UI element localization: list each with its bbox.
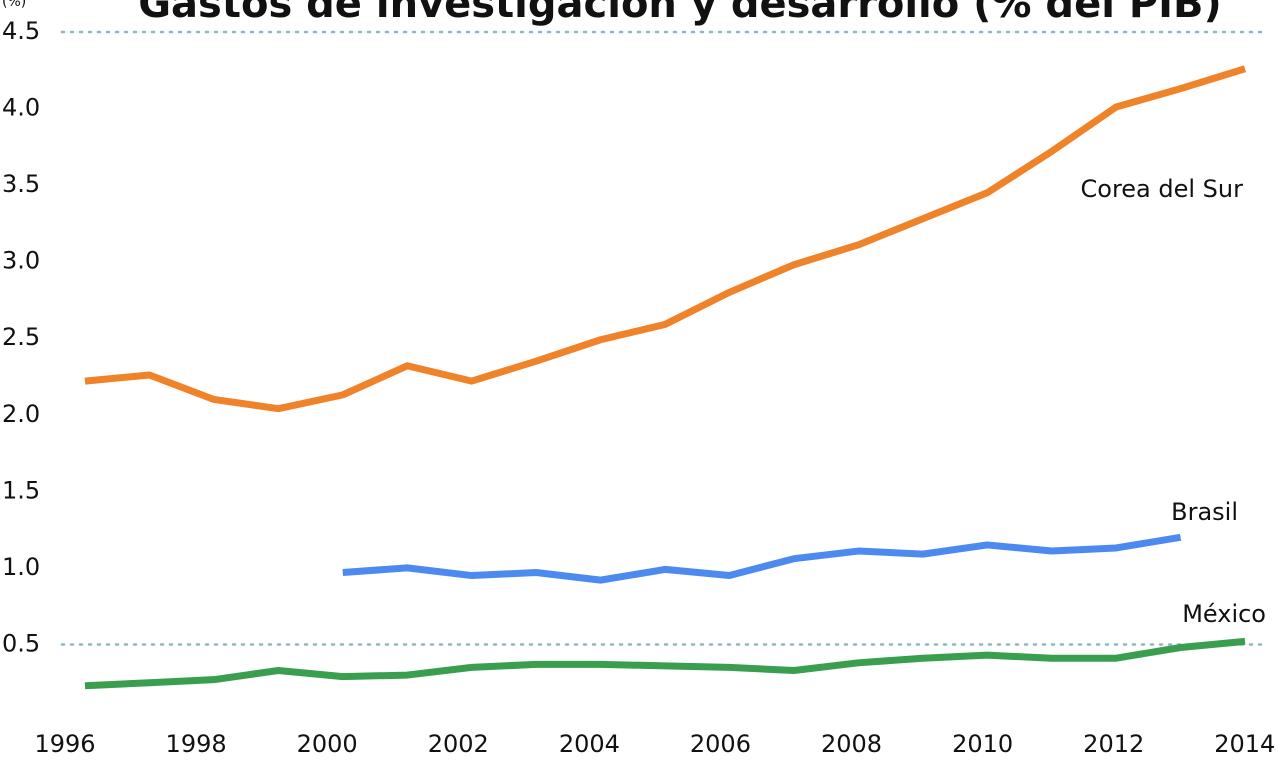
series-line: [84, 65, 1247, 413]
x-tick-label: 1998: [166, 730, 227, 758]
series-label: México: [1182, 600, 1266, 628]
y-tick-label: 3.0: [2, 247, 40, 275]
x-tick-label: 2006: [690, 730, 751, 758]
y-tick-label: 0.5: [2, 629, 40, 657]
y-tick-label: 4.0: [2, 94, 40, 122]
x-tick-label: 2014: [1214, 730, 1275, 758]
y-tick-label: 2.0: [2, 400, 40, 428]
y-tick-label: 4.5: [2, 17, 40, 45]
series-line: [84, 637, 1246, 690]
y-tick-label: 2.5: [2, 323, 40, 351]
y-tick-label: 1.0: [2, 553, 40, 581]
series-label: Brasil: [1171, 498, 1238, 526]
y-axis-label: (%): [2, 0, 26, 10]
x-tick-label: 2002: [428, 730, 489, 758]
x-tick-label: 1996: [34, 730, 95, 758]
series-line: [342, 533, 1182, 584]
x-tick-label: 2010: [952, 730, 1013, 758]
x-tick-label: 2000: [297, 730, 358, 758]
x-tick-label: 2012: [1083, 730, 1144, 758]
series-label: Corea del Sur: [1081, 175, 1244, 203]
x-tick-label: 2008: [821, 730, 882, 758]
y-tick-label: 1.5: [2, 476, 40, 504]
chart-title: Gastos de investigación y desarrollo (% …: [138, 0, 1222, 27]
y-tick-label: 3.5: [2, 170, 40, 198]
x-tick-label: 2004: [559, 730, 620, 758]
